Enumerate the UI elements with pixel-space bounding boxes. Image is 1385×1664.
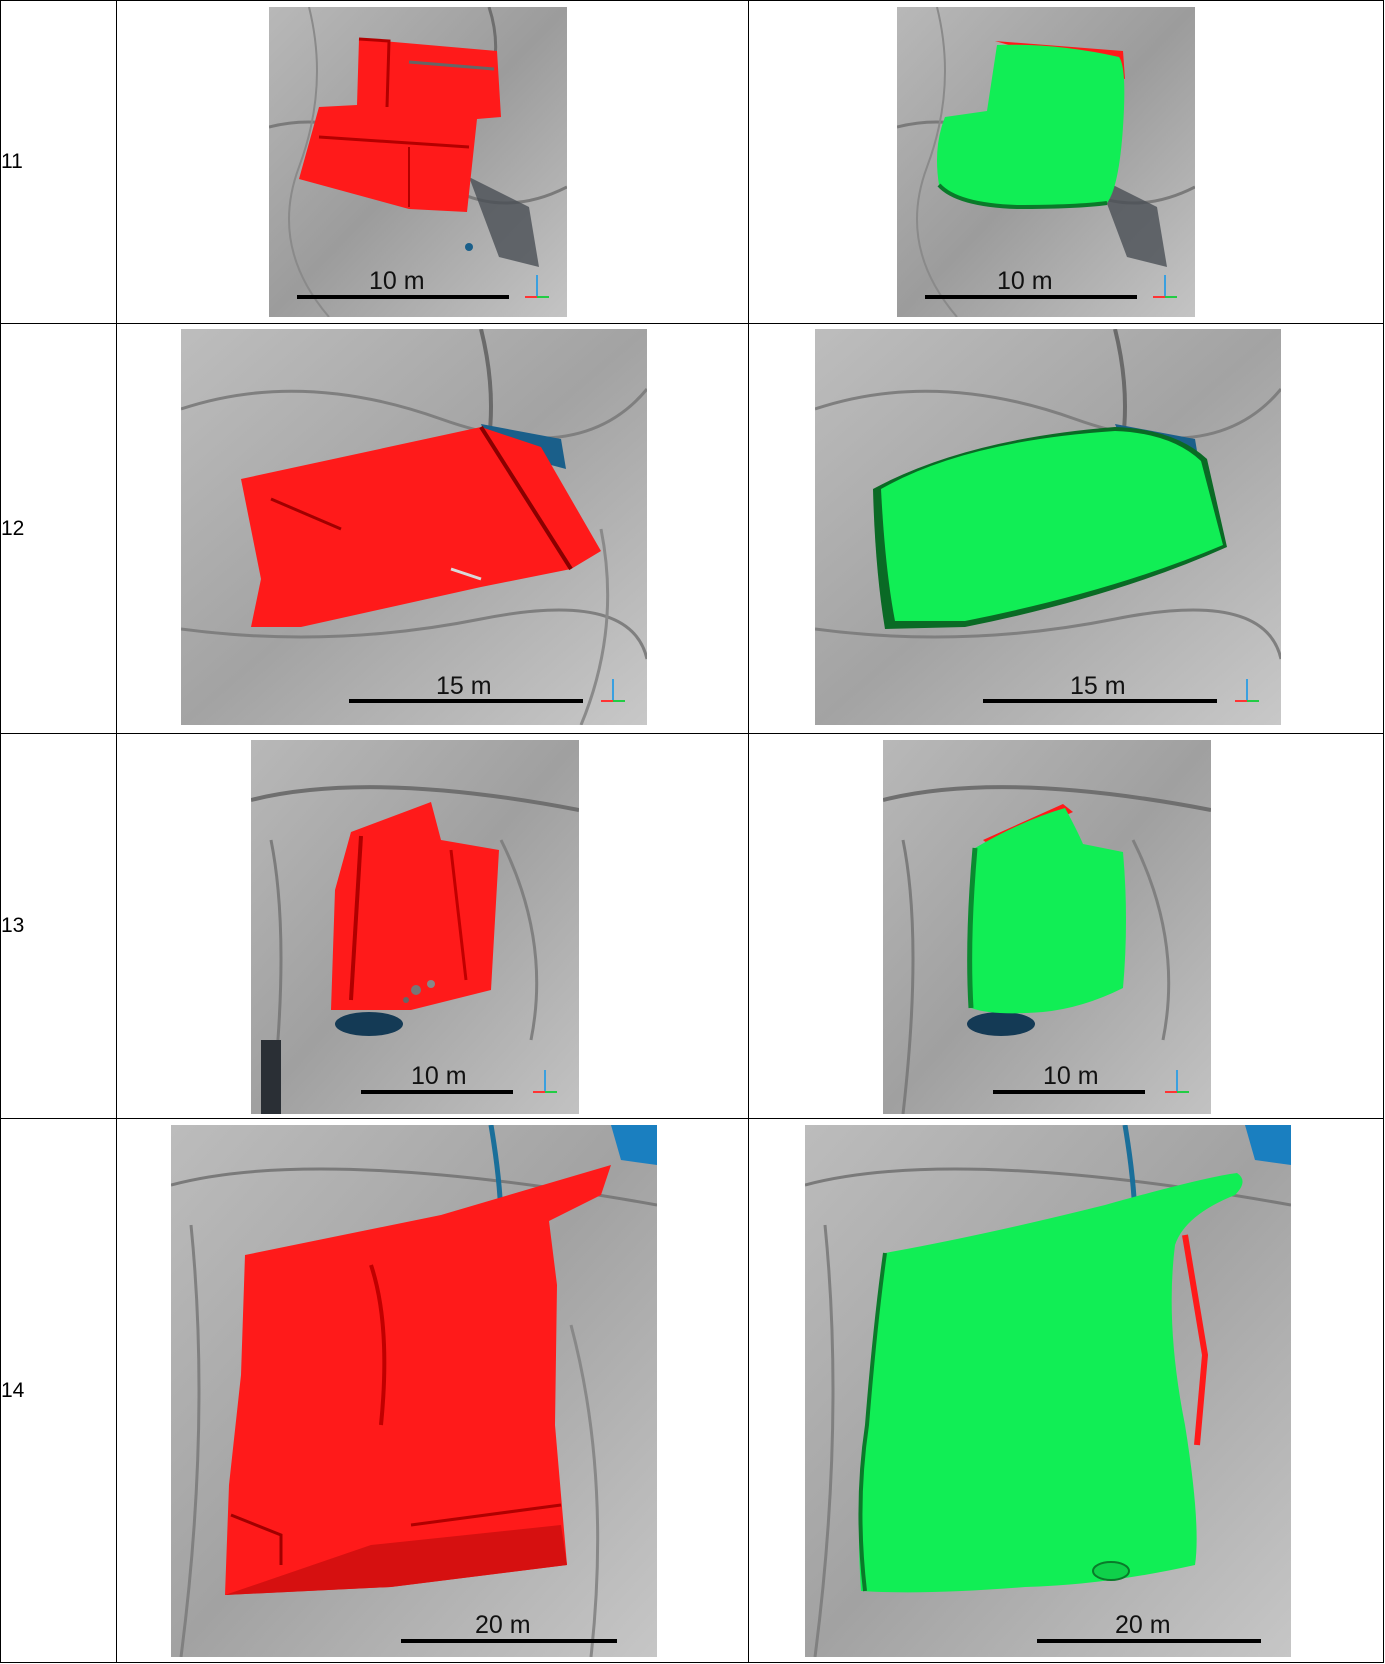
axis-indicator-icon [1165, 1070, 1189, 1093]
fitted-surface-shape [859, 1173, 1243, 1593]
scale-label: 10 m [369, 267, 425, 295]
scale-label: 15 m [436, 672, 492, 700]
original-model-image: 20 m [171, 1125, 657, 1657]
fitted-surface-shape [968, 808, 1126, 1014]
fitted-model-cell: 10 m [748, 0, 1384, 324]
rock-block-shape [331, 802, 499, 1010]
axis-indicator-icon [533, 1070, 557, 1093]
table-row: 12 15 m [0, 323, 1384, 734]
table-row: 14 20 m [0, 1118, 1384, 1663]
table-row: 13 10 m [0, 733, 1384, 1119]
original-model-image: 10 m [269, 7, 567, 317]
axis-indicator-icon [601, 679, 625, 702]
rock-block-shape [225, 1165, 611, 1595]
scale-label: 15 m [1070, 672, 1126, 700]
original-model-image: 10 m [251, 740, 579, 1114]
scale-label: 10 m [1043, 1062, 1099, 1090]
rock-block-shape [299, 39, 501, 212]
fitted-model-image: 10 m [883, 740, 1211, 1114]
fitted-model-cell: 10 m [748, 733, 1384, 1119]
scale-label: 10 m [997, 267, 1053, 295]
row-number: 11 [0, 0, 117, 324]
scale-label: 20 m [475, 1611, 531, 1639]
fitted-model-cell: 20 m [748, 1118, 1384, 1663]
fitted-surface-shape [937, 44, 1125, 207]
original-model-cell: 15 m [116, 323, 749, 734]
fitted-model-image: 20 m [805, 1125, 1291, 1657]
fitted-surface-shape [881, 431, 1223, 621]
row-number: 13 [0, 733, 117, 1119]
original-model-cell: 10 m [116, 0, 749, 324]
fitted-model-image: 10 m [897, 7, 1195, 317]
fitted-model-image: 15 m [815, 329, 1281, 725]
fitted-model-cell: 15 m [748, 323, 1384, 734]
original-model-cell: 20 m [116, 1118, 749, 1663]
row-number: 12 [0, 323, 117, 734]
axis-indicator-icon [525, 275, 549, 298]
axis-indicator-icon [1153, 275, 1177, 298]
table-row: 11 10 m [0, 0, 1384, 324]
scale-label: 10 m [411, 1062, 467, 1090]
scale-label: 20 m [1115, 1611, 1171, 1639]
original-model-image: 15 m [181, 329, 647, 725]
row-number: 14 [0, 1118, 117, 1663]
axis-indicator-icon [1235, 679, 1259, 702]
original-model-cell: 10 m [116, 733, 749, 1119]
